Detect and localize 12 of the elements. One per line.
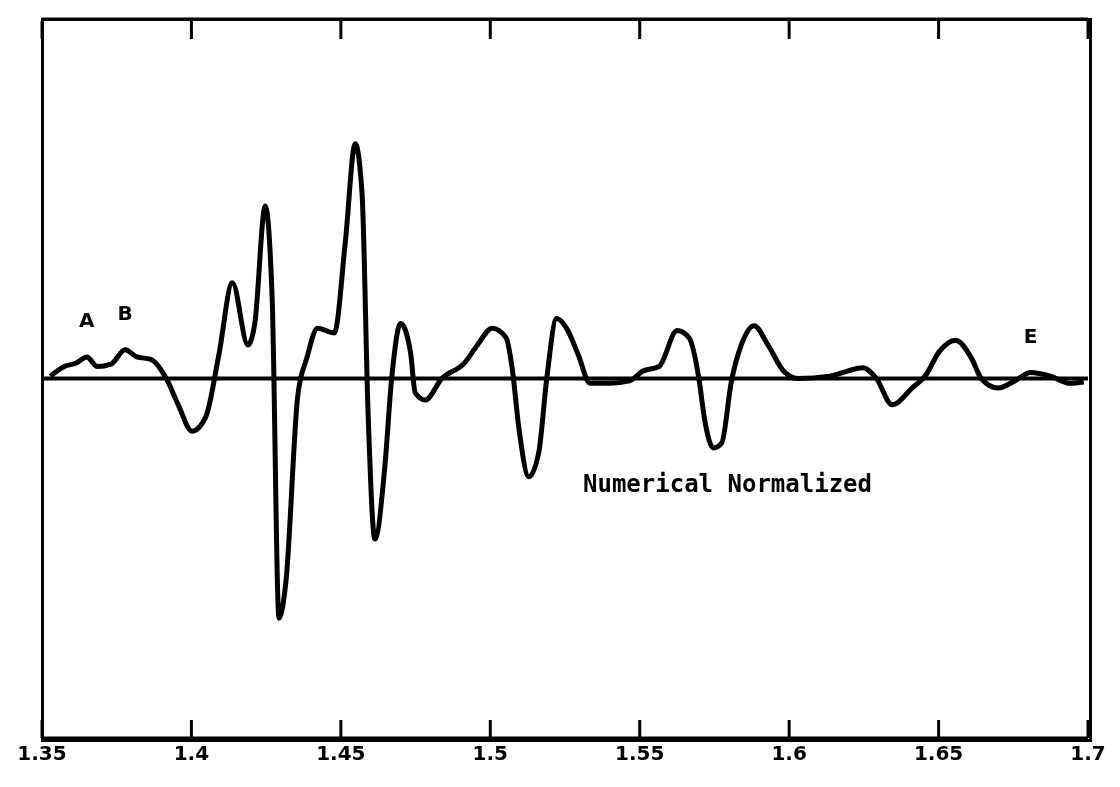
x-tick-label: 1.7 bbox=[1070, 741, 1106, 765]
x-tick-label: 1.65 bbox=[913, 741, 964, 765]
x-tick-label: 1.55 bbox=[615, 741, 665, 765]
annotation: Numerical Normalized bbox=[583, 470, 872, 498]
annotation: A bbox=[79, 307, 96, 332]
annotation: B bbox=[117, 300, 133, 325]
x-tick-label: 1.5 bbox=[472, 741, 508, 765]
x-tick-label: 1.4 bbox=[173, 741, 210, 765]
x-tick-label: 1.45 bbox=[316, 741, 366, 765]
x-tick-label: 1.6 bbox=[771, 741, 807, 765]
x-tick-label: 1.35 bbox=[17, 741, 67, 765]
annotation: E bbox=[1023, 323, 1038, 348]
